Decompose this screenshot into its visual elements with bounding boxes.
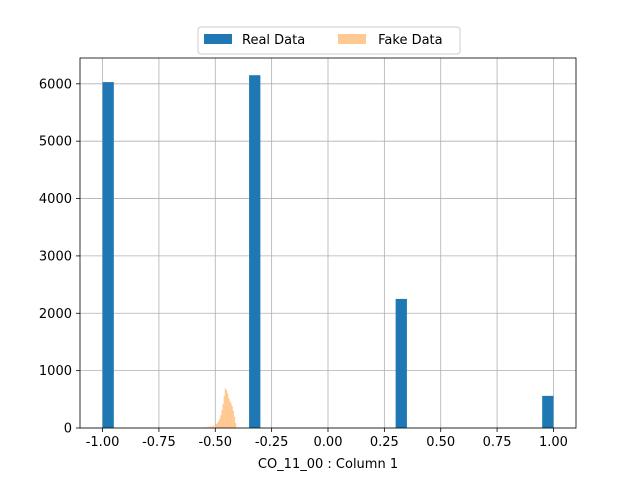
y-tick-label: 3000 — [39, 249, 72, 264]
fake-data-bar — [223, 395, 225, 428]
x-tick-label: 0.75 — [483, 435, 512, 450]
x-tick-label: 0.50 — [426, 435, 455, 450]
legend-label-real-data: Real Data — [242, 33, 305, 48]
x-axis-ticks: -1.00 -0.75 -0.50 -0.25 0.00 0.25 0.50 0.75 1.00 — [86, 428, 568, 450]
x-tick-label: -0.75 — [142, 435, 176, 450]
legend-swatch-fake-data — [338, 34, 366, 44]
y-tick-label: 2000 — [39, 307, 72, 322]
y-tick-label: 6000 — [39, 77, 72, 92]
fake-data-bar — [234, 422, 237, 428]
x-tick-label: -0.25 — [255, 435, 289, 450]
fake-data-bar — [227, 393, 229, 428]
fake-data-bar — [232, 410, 234, 428]
fake-data-bar — [220, 415, 222, 428]
x-tick-label: 0.00 — [314, 435, 343, 450]
fake-data-bar — [225, 390, 228, 428]
x-tick-label: 0.25 — [370, 435, 399, 450]
legend-label-fake-data: Fake Data — [374, 33, 443, 48]
x-tick-label: 1.00 — [539, 435, 568, 450]
legend-swatch-real-data — [204, 34, 232, 44]
fake-data-bar — [229, 401, 231, 428]
fake-data-bar — [228, 398, 230, 428]
y-tick-label: 5000 — [39, 135, 72, 150]
x-tick-label: -0.50 — [198, 435, 232, 450]
fake-data-bar — [205, 427, 207, 428]
fake-data-bar — [218, 421, 220, 428]
legend: Real Data Fake Data — [197, 26, 461, 55]
fake-data-bar — [224, 388, 227, 428]
real-data-bar — [102, 82, 114, 429]
real-data-bar — [542, 395, 554, 428]
fake-data-bar — [215, 423, 218, 428]
fake-data-bar — [231, 406, 233, 428]
fake-data-bar — [219, 418, 221, 428]
x-axis-label: CO_11_00 : Column 1 — [258, 457, 398, 472]
y-axis-ticks: 0 1000 2000 3000 4000 5000 6000 — [39, 77, 80, 437]
fake-data-bar — [207, 426, 210, 428]
fake-data-bar — [216, 422, 219, 428]
y-tick-label: 4000 — [39, 192, 72, 207]
fake-data-bar — [222, 403, 224, 428]
real-data-bar — [395, 298, 407, 428]
fake-data-bar — [233, 416, 236, 428]
fake-data-bar — [212, 425, 214, 428]
real-data-bar — [249, 75, 261, 429]
fake-data-bar — [230, 403, 232, 428]
fake-data-bar — [221, 410, 223, 428]
bars — [102, 75, 554, 429]
x-tick-label: -1.00 — [86, 435, 120, 450]
y-tick-label: 1000 — [39, 364, 72, 379]
fake-data-bar — [214, 424, 216, 428]
y-tick-label: 0 — [64, 422, 72, 437]
fake-data-bar — [210, 426, 212, 428]
legend-box — [197, 26, 461, 55]
